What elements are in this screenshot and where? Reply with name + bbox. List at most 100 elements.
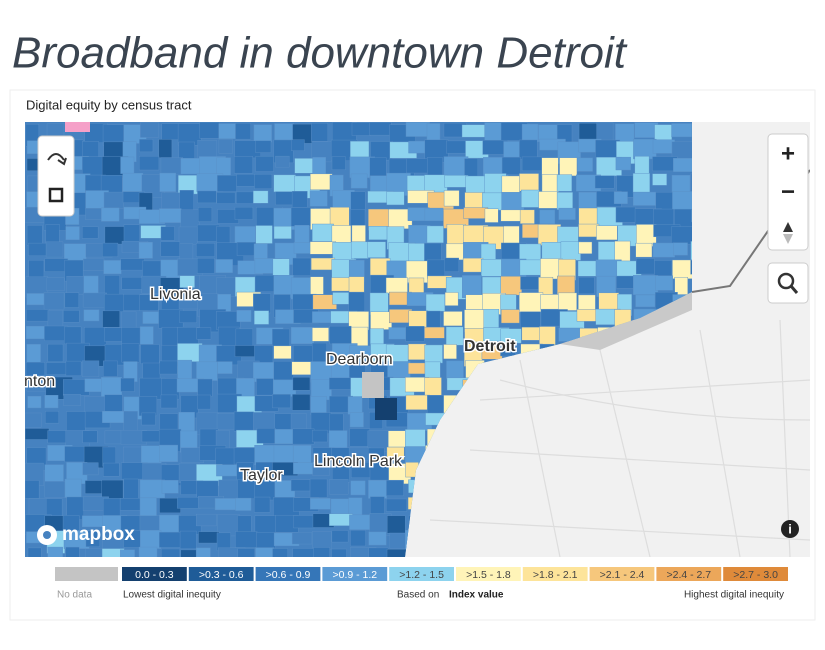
tract <box>273 226 292 239</box>
tract <box>520 276 540 290</box>
tract <box>103 498 121 519</box>
tract <box>521 123 539 143</box>
legend-swatch <box>188 567 254 581</box>
tract <box>84 378 102 392</box>
tract <box>273 174 296 193</box>
tract <box>615 156 631 171</box>
compass[interactable] <box>783 222 793 232</box>
search-icon[interactable] <box>777 272 795 290</box>
tract <box>45 241 64 258</box>
tract <box>519 292 544 313</box>
tract <box>614 240 631 263</box>
tract <box>556 174 573 192</box>
tract <box>235 497 252 511</box>
compass-south <box>783 234 793 244</box>
tract <box>387 515 406 534</box>
tract <box>389 309 413 324</box>
tract <box>500 328 522 344</box>
tract <box>138 241 153 259</box>
tract <box>254 310 270 325</box>
tract <box>312 531 332 550</box>
tract <box>65 360 82 376</box>
tract <box>424 344 443 364</box>
tract <box>139 139 154 153</box>
tract <box>541 157 559 177</box>
info-button[interactable] <box>781 520 799 538</box>
tract <box>672 191 692 211</box>
tract <box>386 549 409 557</box>
tract <box>559 157 578 177</box>
tract <box>120 156 135 174</box>
map-tools: + − <box>37 133 809 304</box>
attribution[interactable]: mapbox <box>62 524 135 545</box>
tract <box>235 531 258 548</box>
tract <box>350 140 370 159</box>
tract <box>254 496 271 513</box>
tract <box>293 515 315 529</box>
tract <box>159 531 184 548</box>
rotate-tool[interactable] <box>47 153 67 166</box>
tract <box>198 531 220 544</box>
tract <box>161 548 181 557</box>
tract <box>26 293 47 306</box>
tract <box>424 326 445 339</box>
tract <box>405 326 425 342</box>
tract <box>578 223 600 238</box>
tract <box>122 172 144 192</box>
tract <box>293 462 316 475</box>
legend-swatch <box>589 567 655 581</box>
tract <box>291 532 313 545</box>
tract <box>45 224 60 244</box>
legend-label: >1.2 - 1.5 <box>399 569 444 581</box>
tract <box>424 361 441 379</box>
tract <box>66 411 86 432</box>
tract <box>443 190 460 207</box>
tract <box>196 513 217 527</box>
tract <box>654 260 673 278</box>
tract <box>576 309 597 322</box>
legend-label: >0.6 - 0.9 <box>266 569 311 581</box>
zoom-box <box>767 133 809 251</box>
tract <box>350 547 377 557</box>
tract <box>64 478 82 498</box>
tract <box>310 396 327 415</box>
tract <box>215 259 233 273</box>
legend: No data 0.0 - 0.3 >0.3 - 0.6 >0.6 - 0.9 >0.9… <box>55 567 788 601</box>
tract <box>272 548 288 557</box>
tract <box>44 395 59 409</box>
place-label: Lincoln Park <box>314 453 403 470</box>
tract <box>159 172 177 192</box>
tract <box>500 276 522 296</box>
tract <box>328 430 348 449</box>
tract <box>27 396 42 409</box>
zoom-in[interactable]: + <box>781 140 795 167</box>
tract <box>632 173 651 193</box>
tract <box>310 173 333 190</box>
legend-swatch <box>656 567 722 581</box>
tract <box>218 547 246 557</box>
tract <box>255 225 273 244</box>
tract <box>141 412 156 426</box>
tract <box>43 292 65 310</box>
zoom-out[interactable]: − <box>781 178 795 205</box>
tract <box>272 379 297 397</box>
tract <box>350 480 366 496</box>
tract <box>123 478 139 500</box>
tract <box>652 242 675 258</box>
tract <box>104 293 125 312</box>
tract <box>538 276 554 295</box>
tract <box>218 123 238 139</box>
tract <box>64 292 80 308</box>
tract <box>312 327 329 342</box>
tract <box>424 207 444 221</box>
tract <box>500 344 516 357</box>
tract <box>292 394 311 411</box>
tract <box>444 292 459 306</box>
tract <box>368 226 388 241</box>
select-tool[interactable] <box>48 187 64 203</box>
tract <box>140 122 159 138</box>
tract <box>310 276 324 295</box>
tract <box>671 123 692 138</box>
tract <box>386 446 405 460</box>
